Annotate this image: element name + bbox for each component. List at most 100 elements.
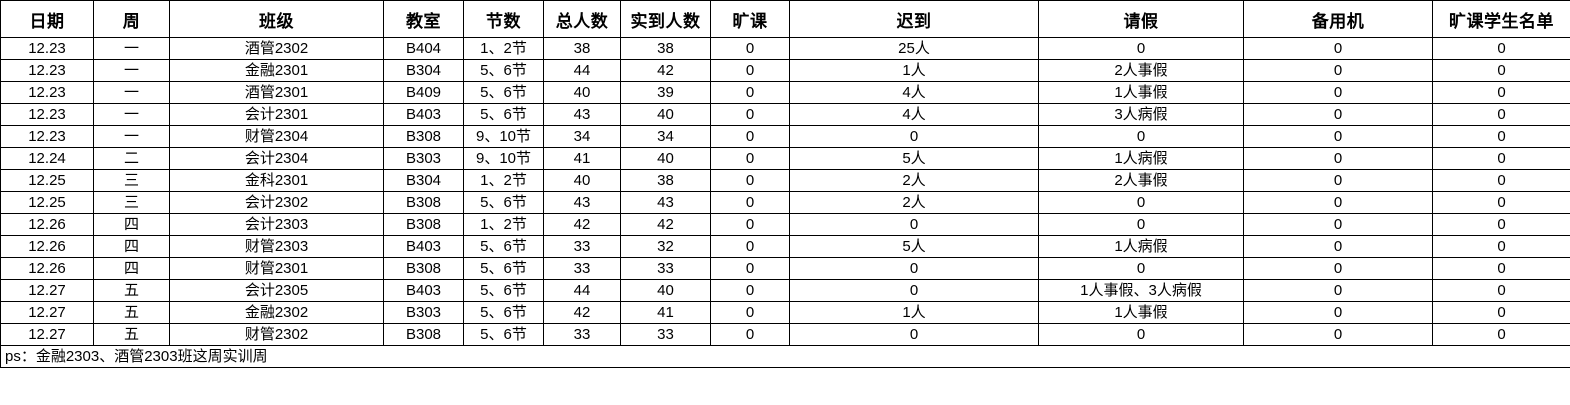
cell-actual[interactable]: 40 xyxy=(620,103,711,126)
cell-namelist[interactable]: 0 xyxy=(1432,81,1570,104)
cell-leave[interactable]: 1人病假 xyxy=(1038,235,1244,258)
cell-room[interactable]: B403 xyxy=(383,235,464,258)
cell-class[interactable]: 财管2301 xyxy=(169,257,384,280)
cell-class[interactable]: 会计2301 xyxy=(169,103,384,126)
cell-date[interactable]: 12.26 xyxy=(0,257,94,280)
cell-leave[interactable]: 1人事假、3人病假 xyxy=(1038,279,1244,302)
cell-week[interactable]: 一 xyxy=(93,59,170,82)
cell-class[interactable]: 会计2303 xyxy=(169,213,384,236)
cell-spare[interactable]: 0 xyxy=(1243,191,1433,214)
cell-periods[interactable]: 1、2节 xyxy=(463,169,544,192)
column-header-periods[interactable]: 节数 xyxy=(463,0,544,38)
cell-total[interactable]: 33 xyxy=(543,323,621,346)
cell-date[interactable]: 12.27 xyxy=(0,301,94,324)
cell-total[interactable]: 43 xyxy=(543,103,621,126)
cell-periods[interactable]: 5、6节 xyxy=(463,235,544,258)
cell-actual[interactable]: 42 xyxy=(620,59,711,82)
cell-periods[interactable]: 9、10节 xyxy=(463,125,544,148)
cell-actual[interactable]: 33 xyxy=(620,257,711,280)
cell-leave[interactable]: 0 xyxy=(1038,323,1244,346)
cell-spare[interactable]: 0 xyxy=(1243,37,1433,60)
cell-late[interactable]: 5人 xyxy=(789,235,1039,258)
cell-actual[interactable]: 38 xyxy=(620,169,711,192)
cell-absent[interactable]: 0 xyxy=(710,191,790,214)
cell-late[interactable]: 4人 xyxy=(789,81,1039,104)
column-header-class[interactable]: 班级 xyxy=(169,0,384,38)
cell-leave[interactable]: 3人病假 xyxy=(1038,103,1244,126)
cell-late[interactable]: 4人 xyxy=(789,103,1039,126)
cell-room[interactable]: B308 xyxy=(383,191,464,214)
cell-late[interactable]: 2人 xyxy=(789,191,1039,214)
cell-absent[interactable]: 0 xyxy=(710,257,790,280)
column-header-date[interactable]: 日期 xyxy=(0,0,94,38)
cell-late[interactable]: 0 xyxy=(789,213,1039,236)
cell-week[interactable]: 一 xyxy=(93,103,170,126)
cell-late[interactable]: 0 xyxy=(789,323,1039,346)
cell-room[interactable]: B303 xyxy=(383,301,464,324)
cell-spare[interactable]: 0 xyxy=(1243,301,1433,324)
cell-room[interactable]: B403 xyxy=(383,103,464,126)
cell-week[interactable]: 四 xyxy=(93,257,170,280)
cell-actual[interactable]: 40 xyxy=(620,147,711,170)
cell-date[interactable]: 12.24 xyxy=(0,147,94,170)
cell-spare[interactable]: 0 xyxy=(1243,125,1433,148)
cell-actual[interactable]: 41 xyxy=(620,301,711,324)
cell-namelist[interactable]: 0 xyxy=(1432,257,1570,280)
cell-periods[interactable]: 5、6节 xyxy=(463,81,544,104)
cell-leave[interactable]: 0 xyxy=(1038,125,1244,148)
cell-namelist[interactable]: 0 xyxy=(1432,147,1570,170)
cell-date[interactable]: 12.26 xyxy=(0,213,94,236)
cell-actual[interactable]: 34 xyxy=(620,125,711,148)
cell-actual[interactable]: 39 xyxy=(620,81,711,104)
cell-date[interactable]: 12.23 xyxy=(0,81,94,104)
cell-late[interactable]: 0 xyxy=(789,125,1039,148)
cell-class[interactable]: 会计2305 xyxy=(169,279,384,302)
column-header-room[interactable]: 教室 xyxy=(383,0,464,38)
cell-periods[interactable]: 5、6节 xyxy=(463,191,544,214)
cell-total[interactable]: 43 xyxy=(543,191,621,214)
cell-class[interactable]: 财管2304 xyxy=(169,125,384,148)
cell-namelist[interactable]: 0 xyxy=(1432,103,1570,126)
cell-periods[interactable]: 5、6节 xyxy=(463,323,544,346)
cell-absent[interactable]: 0 xyxy=(710,37,790,60)
cell-late[interactable]: 2人 xyxy=(789,169,1039,192)
cell-periods[interactable]: 5、6节 xyxy=(463,301,544,324)
cell-total[interactable]: 40 xyxy=(543,81,621,104)
cell-spare[interactable]: 0 xyxy=(1243,257,1433,280)
cell-date[interactable]: 12.23 xyxy=(0,59,94,82)
cell-room[interactable]: B308 xyxy=(383,125,464,148)
column-header-late[interactable]: 迟到 xyxy=(789,0,1039,38)
column-header-absent[interactable]: 旷课 xyxy=(710,0,790,38)
cell-periods[interactable]: 5、6节 xyxy=(463,59,544,82)
cell-absent[interactable]: 0 xyxy=(710,81,790,104)
cell-absent[interactable]: 0 xyxy=(710,125,790,148)
cell-late[interactable]: 0 xyxy=(789,279,1039,302)
cell-week[interactable]: 一 xyxy=(93,81,170,104)
cell-class[interactable]: 金融2301 xyxy=(169,59,384,82)
cell-actual[interactable]: 32 xyxy=(620,235,711,258)
cell-week[interactable]: 四 xyxy=(93,235,170,258)
cell-namelist[interactable]: 0 xyxy=(1432,213,1570,236)
cell-class[interactable]: 金科2301 xyxy=(169,169,384,192)
cell-absent[interactable]: 0 xyxy=(710,235,790,258)
cell-week[interactable]: 一 xyxy=(93,37,170,60)
cell-late[interactable]: 1人 xyxy=(789,59,1039,82)
cell-spare[interactable]: 0 xyxy=(1243,235,1433,258)
cell-periods[interactable]: 9、10节 xyxy=(463,147,544,170)
cell-total[interactable]: 44 xyxy=(543,59,621,82)
column-header-leave[interactable]: 请假 xyxy=(1038,0,1244,38)
cell-total[interactable]: 42 xyxy=(543,301,621,324)
cell-absent[interactable]: 0 xyxy=(710,103,790,126)
cell-absent[interactable]: 0 xyxy=(710,147,790,170)
cell-absent[interactable]: 0 xyxy=(710,213,790,236)
cell-class[interactable]: 金融2302 xyxy=(169,301,384,324)
cell-spare[interactable]: 0 xyxy=(1243,81,1433,104)
cell-room[interactable]: B409 xyxy=(383,81,464,104)
cell-namelist[interactable]: 0 xyxy=(1432,37,1570,60)
cell-total[interactable]: 42 xyxy=(543,213,621,236)
cell-week[interactable]: 二 xyxy=(93,147,170,170)
cell-class[interactable]: 酒管2301 xyxy=(169,81,384,104)
cell-absent[interactable]: 0 xyxy=(710,169,790,192)
cell-week[interactable]: 一 xyxy=(93,125,170,148)
column-header-total[interactable]: 总人数 xyxy=(543,0,621,38)
